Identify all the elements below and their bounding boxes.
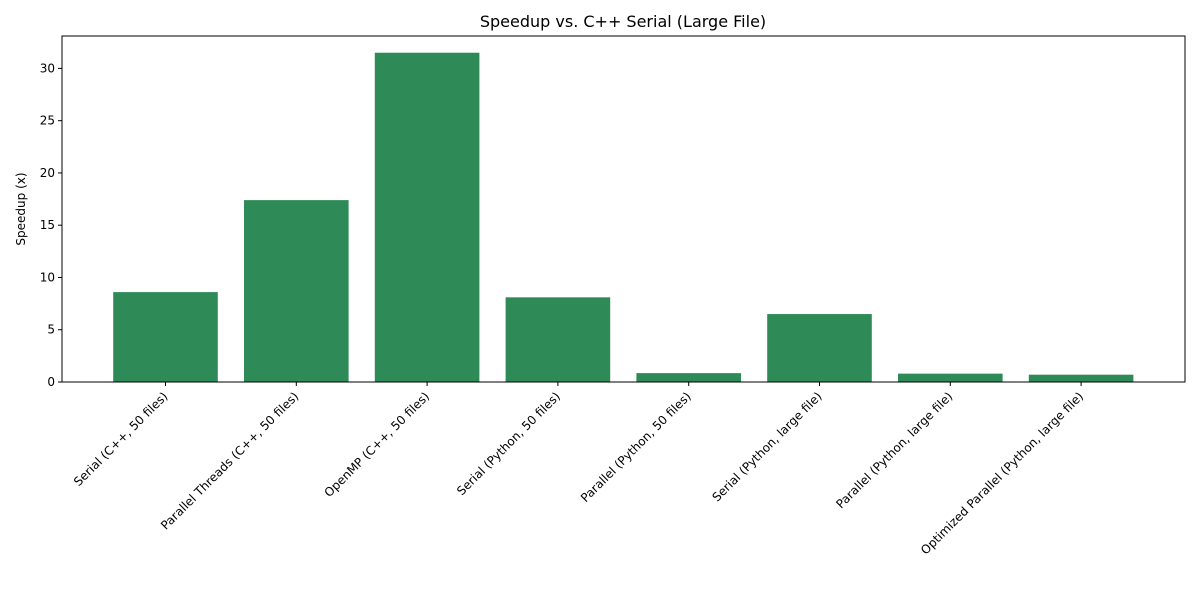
bars-group [113,52,1134,383]
plot-frame [61,35,1186,383]
y-axis: 0 5 10 15 20 25 30 [40,61,62,389]
bar [505,297,611,382]
bar [1028,374,1134,382]
x-tick-label: Serial (C++, 50 files) [71,389,171,489]
x-tick-label: Parallel (Python, 50 files) [578,389,694,505]
x-tick-label: Parallel (Python, large file) [833,389,955,511]
bar [767,314,872,382]
y-tick-label: 30 [40,61,55,75]
chart-title: Speedup vs. C++ Serial (Large File) [480,12,766,31]
x-tick-label: Serial (Python, large file) [709,389,824,504]
y-tick-label: 0 [47,375,55,389]
x-axis: Serial (C++, 50 files)Parallel Threads (… [71,382,1086,557]
y-tick-label: 20 [40,166,55,180]
x-tick-label: Parallel Threads (C++, 50 files) [158,389,301,532]
bar [898,373,1003,382]
y-tick-label: 25 [40,114,55,128]
y-axis-label: Speedup (x) [14,172,28,245]
x-tick-label: Serial (Python, 50 files) [454,389,563,498]
bar [244,200,349,382]
bar [374,52,480,383]
x-tick-label: OpenMP (C++, 50 files) [322,389,433,500]
bar [636,373,741,382]
y-tick-label: 15 [40,218,55,232]
bar [113,292,218,382]
y-tick-label: 5 [47,323,55,337]
y-tick-label: 10 [40,270,55,284]
x-tick-label: Optimized Parallel (Python, large file) [918,389,1086,557]
